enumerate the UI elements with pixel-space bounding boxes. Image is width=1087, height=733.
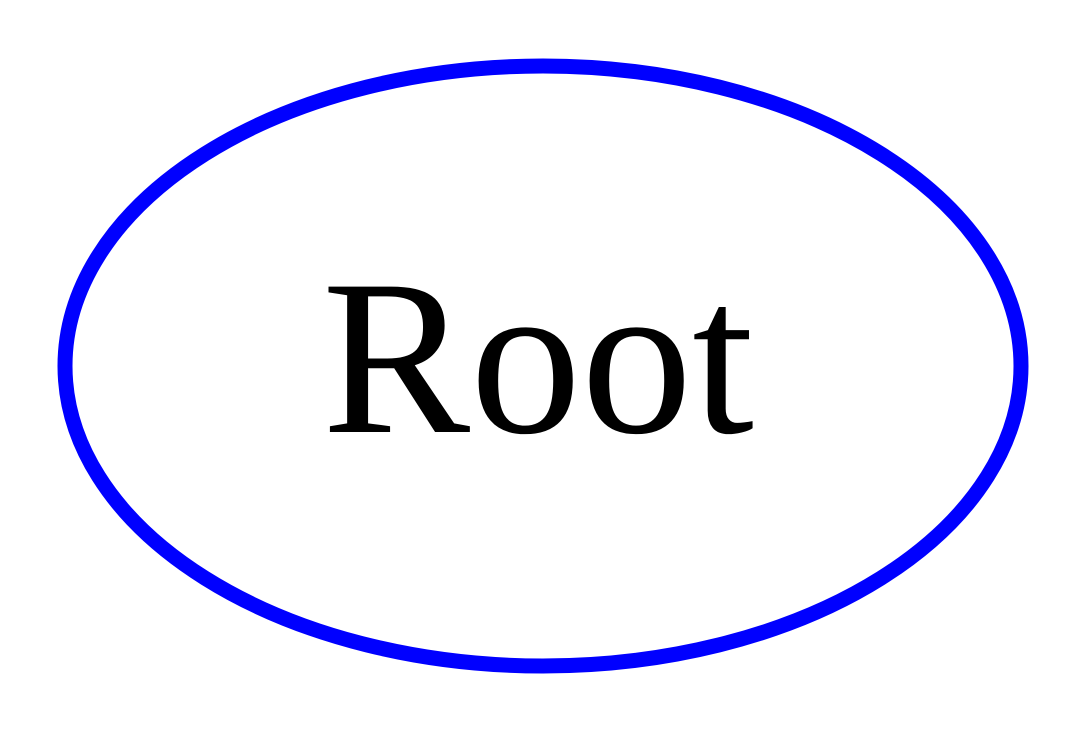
node-root[interactable]: Root <box>57 58 1029 674</box>
node-root-label: Root <box>322 235 754 481</box>
node-root-ellipse <box>57 58 1029 674</box>
